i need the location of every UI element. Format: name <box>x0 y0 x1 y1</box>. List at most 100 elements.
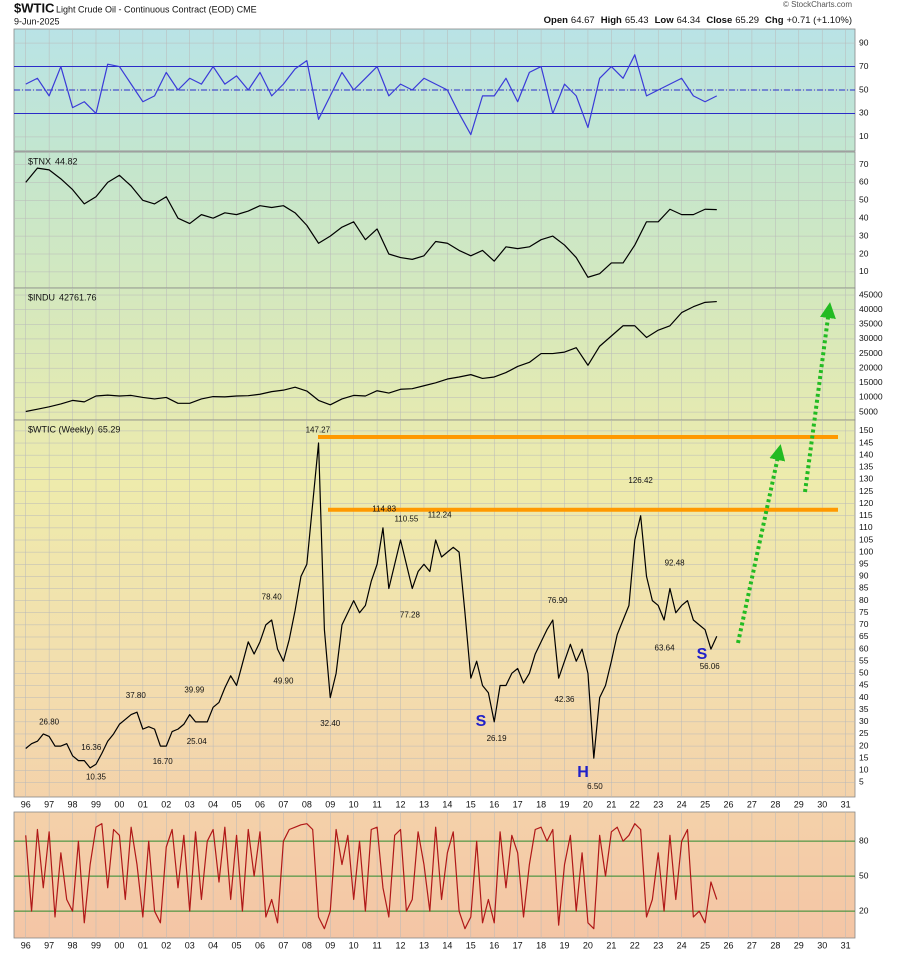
y-tick-label: 60 <box>859 177 869 187</box>
x-tick-label: 07 <box>278 940 288 950</box>
x-tick-label: 10 <box>349 940 359 950</box>
price-label: 77.28 <box>400 610 421 619</box>
quote-label: Close <box>706 15 732 26</box>
y-tick-label: 75 <box>859 607 869 617</box>
x-tick-label: 31 <box>841 799 851 809</box>
backgrounds <box>13 28 856 939</box>
y-tick-label: 20000 <box>859 362 883 372</box>
y-tick-label: 110 <box>859 522 873 532</box>
x-tick-label: 98 <box>68 799 78 809</box>
price-label: 6.50 <box>587 782 603 791</box>
x-tick-label: 19 <box>560 940 570 950</box>
pattern-label: S <box>476 713 487 730</box>
x-tick-label: 02 <box>161 940 171 950</box>
quote-value: 64.67 <box>571 15 595 26</box>
series-line <box>25 823 718 930</box>
panel-last-value: 65.29 <box>98 424 121 434</box>
x-tick-label: 01 <box>138 940 148 950</box>
quote-value: 65.43 <box>625 15 649 26</box>
x-tick-label: 15 <box>466 799 476 809</box>
y-tick-label: 130 <box>859 474 873 484</box>
price-label: 39.99 <box>184 686 205 695</box>
price-label: 26.19 <box>487 734 508 743</box>
panel-background <box>13 419 856 798</box>
panel-background <box>13 287 856 421</box>
x-tick-label: 09 <box>325 799 335 809</box>
x-tick-label: 99 <box>91 799 101 809</box>
y-tick-label: 50 <box>859 668 869 678</box>
y-tick-label: 45000 <box>859 289 883 299</box>
quote: Open 64.67 High 65.43 Low 64.34 Close 65.29 Chg +… <box>544 15 852 26</box>
x-tick-label: 11 <box>372 940 381 950</box>
x-tick-label: 06 <box>255 799 265 809</box>
y-tick-label: 80 <box>859 595 869 605</box>
y-tick-label: 70 <box>859 619 869 629</box>
description: Light Crude Oil - Continuous Contract (E… <box>56 4 257 14</box>
y-tick-label: 20 <box>859 740 869 750</box>
x-tick-label: 28 <box>770 940 780 950</box>
y-tick-label: 10 <box>859 765 869 775</box>
y-tick-label: 20 <box>859 905 869 915</box>
x-tick-label: 06 <box>255 940 265 950</box>
y-tick-label: 80 <box>859 835 869 845</box>
x-tick-label: 04 <box>208 940 218 950</box>
y-tick-label: 60 <box>859 643 869 653</box>
x-tick-label: 15 <box>466 940 476 950</box>
price-label: 10.35 <box>86 773 107 782</box>
quote-value: 64.34 <box>677 15 701 26</box>
y-tick-label: 50 <box>859 84 869 94</box>
panel-background <box>13 811 856 939</box>
panel-title: $TNX <box>28 156 51 166</box>
x-tick-label: 12 <box>396 799 406 809</box>
x-tick-label: 09 <box>325 940 335 950</box>
x-tick-label: 18 <box>536 799 546 809</box>
x-tick-label: 27 <box>747 799 757 809</box>
price-label: 114.83 <box>372 504 396 513</box>
y-tick-label: 30 <box>859 230 869 240</box>
x-tick-label: 14 <box>442 799 452 809</box>
x-tick-label: 13 <box>419 940 429 950</box>
projection-arrow <box>803 302 836 493</box>
price-label: 78.40 <box>262 593 283 602</box>
price-label: 32.40 <box>320 719 341 728</box>
price-label: 16.36 <box>81 743 102 752</box>
x-tick-label: 27 <box>747 940 757 950</box>
price-label: 26.80 <box>39 718 60 727</box>
series-line <box>25 300 717 413</box>
credit: © StockCharts.com <box>783 0 852 9</box>
pattern-label: H <box>577 764 589 781</box>
x-tick-label: 11 <box>372 799 381 809</box>
x-tick-label: 19 <box>560 799 570 809</box>
y-tick-label: 40 <box>859 212 869 222</box>
x-tick-label: 30 <box>817 940 827 950</box>
x-tick-label: 22 <box>630 940 640 950</box>
pattern-label: S <box>697 646 708 663</box>
x-tick-label: 07 <box>278 799 288 809</box>
price-label: 110.55 <box>394 515 418 524</box>
y-tick-label: 40000 <box>859 304 883 314</box>
x-tick-label: 26 <box>723 940 733 950</box>
y-tick-label: 90 <box>859 571 869 581</box>
x-tick-label: 30 <box>817 799 827 809</box>
x-tick-label: 13 <box>419 799 429 809</box>
y-tick-label: 140 <box>859 449 873 459</box>
x-tick-label: 02 <box>161 799 171 809</box>
series-line <box>25 54 718 136</box>
x-tick-label: 22 <box>630 799 640 809</box>
quote-value: 65.29 <box>735 15 759 26</box>
price-label: 42.36 <box>554 695 575 704</box>
y-tick-label: 95 <box>859 559 869 569</box>
x-tick-label: 21 <box>606 940 616 950</box>
price-label: 147.27 <box>306 426 331 435</box>
y-tick-label: 30 <box>859 108 869 118</box>
y-tick-label: 145 <box>859 437 873 447</box>
x-tick-label: 18 <box>536 940 546 950</box>
price-label: 112.24 <box>428 511 452 520</box>
price-label: 63.64 <box>655 643 676 652</box>
y-tick-label: 135 <box>859 462 873 472</box>
y-tick-label: 100 <box>859 546 873 556</box>
x-tick-label: 00 <box>114 940 124 950</box>
x-tick-label: 14 <box>442 940 452 950</box>
x-tick-label: 97 <box>44 799 54 809</box>
